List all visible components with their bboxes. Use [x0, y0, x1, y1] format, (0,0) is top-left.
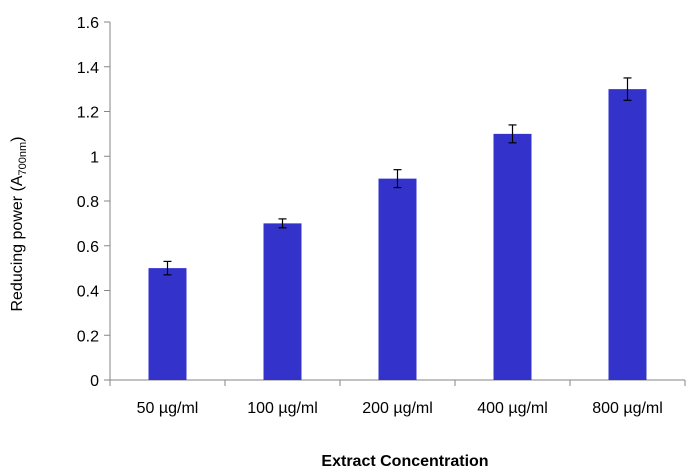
error-bar: [623, 77, 632, 101]
y-axis: 0 0.2 0.4 0.6 0.8 1 1.2 1.4 1.6: [77, 15, 111, 390]
bars: [148, 89, 647, 380]
x-tick-label: 200 µg/ml: [362, 400, 433, 417]
error-bar: [163, 260, 172, 276]
bar: [608, 89, 647, 380]
y-tick-label: 1.4: [77, 60, 99, 77]
y-tick-label: 0.2: [77, 328, 99, 345]
y-axis-title-close: ): [9, 136, 26, 141]
x-tick-label: 800 µg/ml: [592, 400, 663, 417]
x-axis: 50 µg/ml 100 µg/ml 200 µg/ml 400 µg/ml 800 µ…: [109, 379, 686, 417]
x-tick-label: 400 µg/ml: [477, 400, 548, 417]
y-tick-label: 1.6: [77, 15, 99, 32]
x-axis-title: Extract Concentration: [321, 453, 488, 470]
error-bar: [278, 218, 287, 229]
y-tick-label: 1.2: [77, 105, 99, 122]
bar: [378, 178, 417, 380]
y-axis-title-main: Reducing power (A: [9, 175, 26, 311]
x-tick-label: 100 µg/ml: [247, 400, 318, 417]
error-bars: [163, 77, 632, 276]
y-tick-label: 0.4: [77, 284, 99, 301]
bar: [263, 223, 302, 380]
y-tick-label: 0.6: [77, 239, 99, 256]
y-tick-label: 0.8: [77, 194, 99, 211]
y-axis-title: Reducing power (A700nm): [9, 136, 29, 311]
y-axis-title-subscript: 700nm: [17, 142, 29, 176]
bar: [493, 133, 532, 380]
y-tick-label: 0: [90, 373, 99, 390]
x-tick-label: 50 µg/ml: [137, 400, 199, 417]
bar: [148, 268, 187, 380]
y-tick-label: 1: [90, 149, 99, 166]
error-bar: [508, 124, 517, 144]
error-bar: [393, 169, 402, 189]
